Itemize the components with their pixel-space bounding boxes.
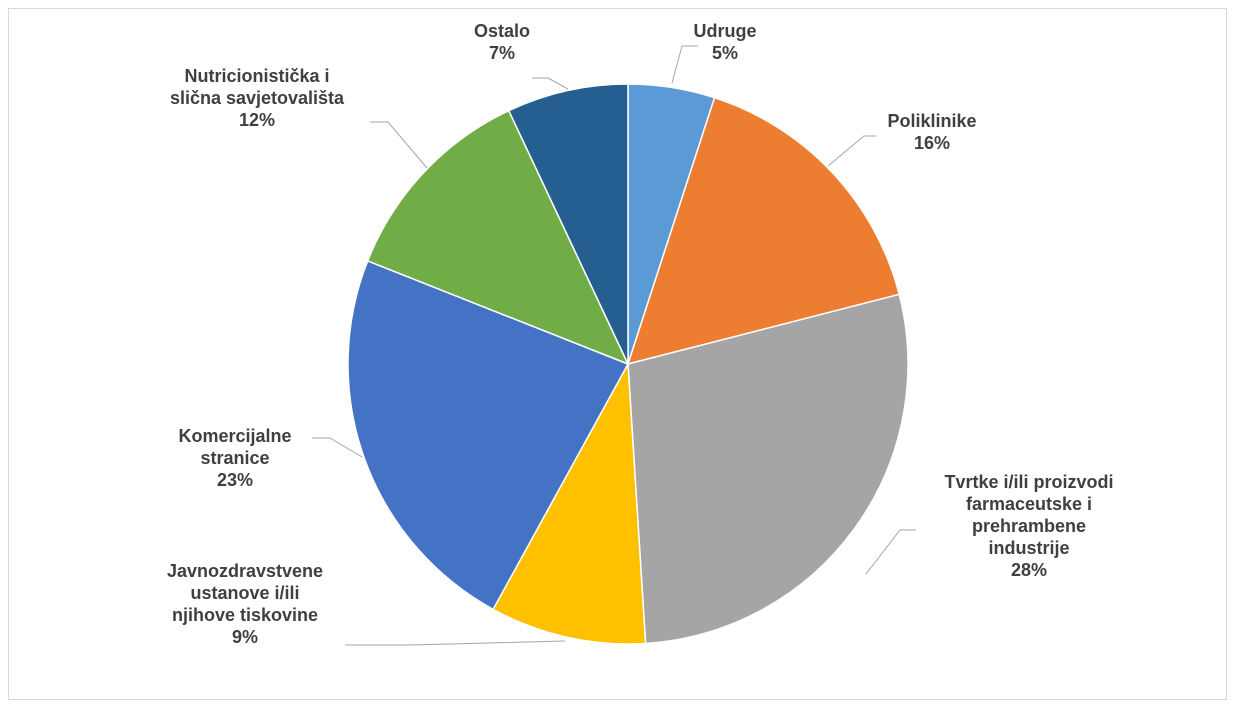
slice-label: Javnozdravstvene ustanove i/ili njihove ti… <box>167 561 323 647</box>
pie-slice <box>492 361 647 645</box>
leader-line <box>827 135 876 167</box>
slice-label-line: stranice <box>200 448 269 468</box>
leader-line <box>532 77 569 90</box>
slice-percent: 5% <box>712 43 738 63</box>
slice-label-line: Javnozdravstvene <box>167 561 323 581</box>
slice-label: Nutricionistička i slična savjetovališta 1… <box>170 66 345 130</box>
slice-percent: 7% <box>489 43 515 63</box>
pie-slice <box>347 259 630 611</box>
slice-label-line: Ostalo <box>474 21 530 41</box>
pie-slice <box>626 96 901 366</box>
slice-label-line: Nutricionistička i <box>184 66 329 86</box>
slice-label-line: slična savjetovališta <box>170 88 345 108</box>
slice-label: Poliklinike 16% <box>887 111 976 153</box>
slice-label: Komercijalne stranice 23% <box>178 426 291 490</box>
slice-label-line: farmaceutske i <box>966 494 1092 514</box>
slice-label-line: industrije <box>988 538 1069 558</box>
slice-label-line: njihove tiskovine <box>172 605 318 625</box>
pie-slice <box>627 293 909 645</box>
slice-percent: 28% <box>1011 560 1047 580</box>
slice-percent: 16% <box>914 133 950 153</box>
slice-percent: 12% <box>239 110 275 130</box>
pie-slice <box>507 83 629 365</box>
slice-label-line: Poliklinike <box>887 111 976 131</box>
slice-percent: 23% <box>217 470 253 490</box>
slice-label-line: prehrambene <box>972 516 1086 536</box>
slice-label: Udruge 5% <box>694 21 757 63</box>
leader-line <box>312 437 363 458</box>
slice-label-line: ustanove i/ili <box>190 583 299 603</box>
slice-label-line: Komercijalne <box>178 426 291 446</box>
leader-line <box>671 45 698 84</box>
pie-slice <box>366 109 630 366</box>
slice-label-line: Udruge <box>694 21 757 41</box>
slice-label-line: Tvrtke i/ili proizvodi <box>944 472 1113 492</box>
leader-line <box>865 529 916 575</box>
slice-label: Tvrtke i/ili proizvodi farmaceutske i preh… <box>944 472 1113 580</box>
slice-percent: 9% <box>232 627 258 647</box>
leader-line <box>370 121 428 169</box>
leader-line <box>345 640 566 646</box>
slice-label: Ostalo 7% <box>474 21 530 63</box>
